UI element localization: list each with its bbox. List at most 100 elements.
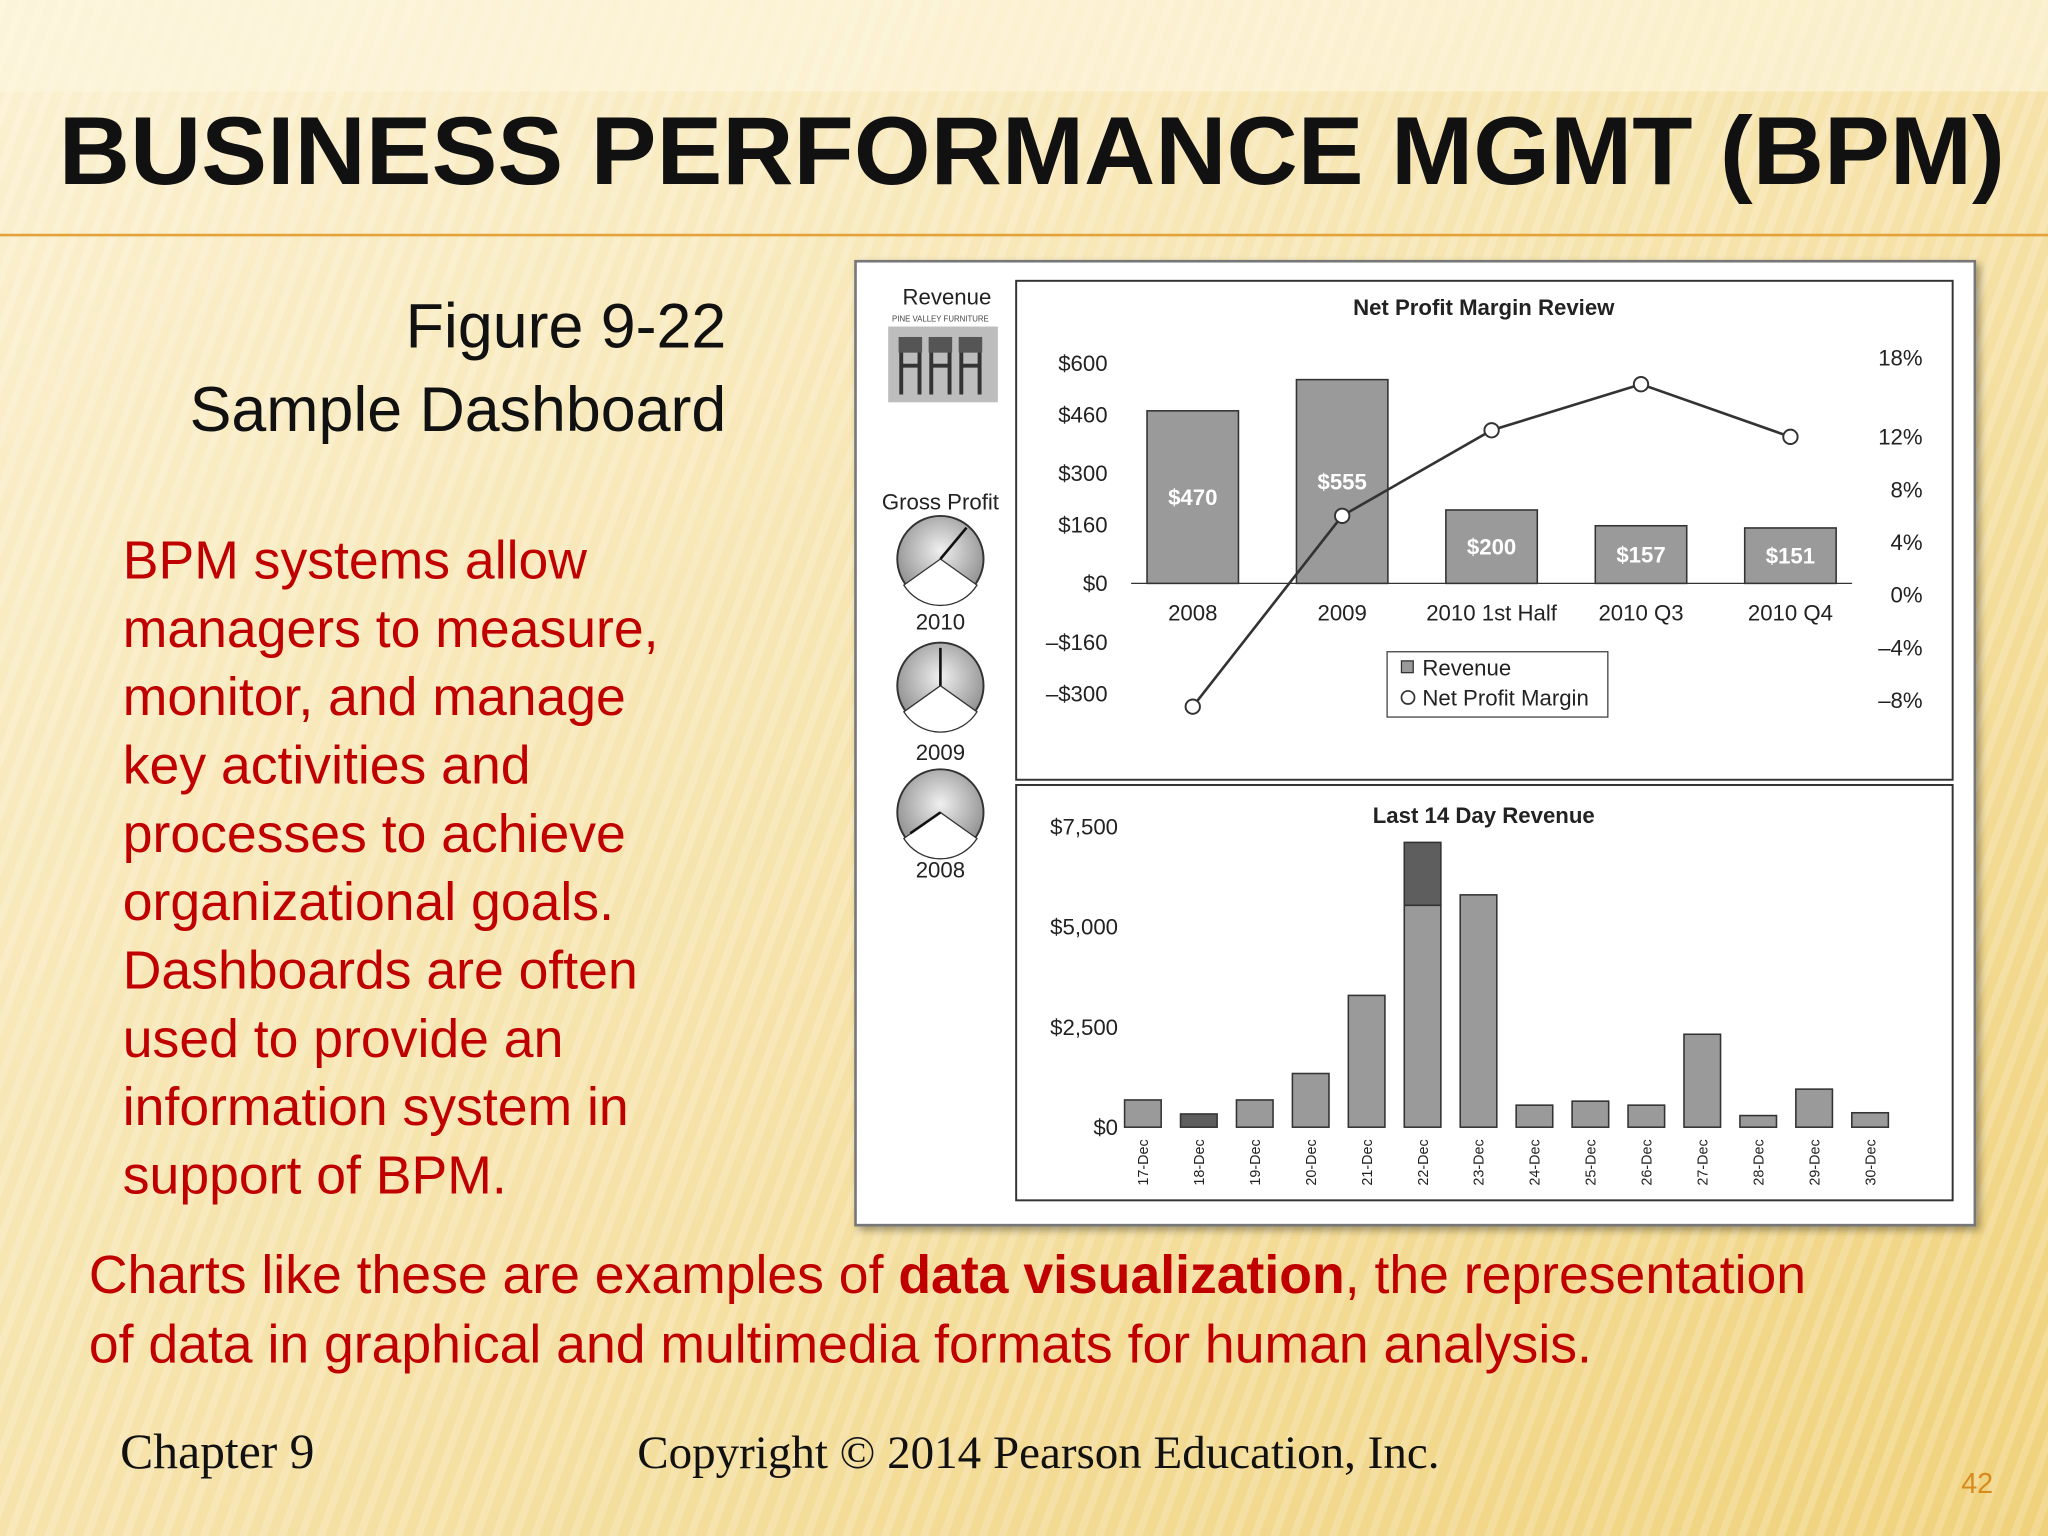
paragraph-line: BPM systems allow [123, 532, 587, 591]
paragraph-line: key activities and [123, 737, 531, 796]
data-label: $157 [1616, 542, 1665, 567]
line-marker [1334, 507, 1351, 524]
gross-profit-label: Gross Profit [882, 489, 999, 514]
x-tick-label: 28-Dec [1751, 1139, 1767, 1185]
bar [1459, 894, 1498, 1128]
chart-frame [1015, 279, 1954, 781]
x-tick-label: 2010 Q3 [1598, 600, 1683, 625]
x-tick-label: 25-Dec [1584, 1139, 1600, 1185]
gauge-label: 2008 [916, 858, 965, 883]
x-tick-label: 29-Dec [1807, 1139, 1823, 1185]
y-tick-label: $600 [1058, 351, 1107, 376]
chart-frame [1015, 784, 1954, 1202]
x-tick-label: 2009 [1317, 600, 1366, 625]
y-tick-label: –$300 [1046, 681, 1108, 706]
y2-tick-label: 18% [1878, 346, 1922, 371]
chart-title: Net Profit Margin Review [1353, 295, 1615, 320]
line-marker [1632, 376, 1650, 393]
paragraph-line: support of BPM. [123, 1146, 507, 1205]
slide-title: BUSINESS PERFORMANCE MGMT (BPM) [59, 98, 2005, 205]
bar [1627, 1104, 1666, 1128]
paragraph-line: information system in [123, 1078, 629, 1137]
x-tick-label: 26-Dec [1640, 1139, 1656, 1185]
gauge [896, 641, 985, 733]
legend-box [1386, 651, 1609, 718]
bar [1795, 1088, 1834, 1128]
legend-swatch [1400, 660, 1414, 674]
y2-tick-label: 8% [1891, 477, 1923, 502]
x-tick-label: 20-Dec [1304, 1139, 1320, 1185]
bar [1403, 841, 1442, 907]
y-tick-label: $5,000 [1050, 915, 1118, 940]
caption-text: of data in graphical and multimedia form… [89, 1315, 1592, 1374]
paragraph-line: organizational goals. [123, 873, 614, 932]
bar [1123, 1099, 1162, 1128]
x-tick-label: 21-Dec [1360, 1139, 1376, 1185]
footer-copyright: Copyright © 2014 Pearson Education, Inc. [637, 1427, 1439, 1479]
x-tick-label: 2008 [1168, 600, 1217, 625]
y2-tick-label: –8% [1878, 688, 1922, 713]
bar [1743, 527, 1837, 585]
bar [1347, 994, 1386, 1128]
bar [1739, 1114, 1778, 1128]
caption-text: , the representation [1345, 1246, 1806, 1305]
y-tick-label: $460 [1058, 402, 1107, 427]
y-tick-label: $0 [1093, 1115, 1118, 1140]
x-tick-label: 22-Dec [1416, 1139, 1432, 1185]
x-tick-label: 18-Dec [1192, 1139, 1208, 1185]
gauge [896, 514, 985, 607]
logo-text: PINE VALLEY FURNITURE [892, 314, 989, 323]
paragraph-line: Dashboards are often [123, 941, 638, 1000]
y-tick-label: $0 [1083, 571, 1108, 596]
paragraph-line: managers to measure, [123, 600, 659, 659]
bar [1851, 1111, 1890, 1128]
bar [1179, 1113, 1218, 1128]
y2-tick-label: –4% [1878, 635, 1922, 660]
x-tick-label: 19-Dec [1248, 1139, 1264, 1185]
paragraph: BPM systems allow managers to measure, mon… [123, 532, 659, 1206]
x-tick-label: 27-Dec [1695, 1139, 1711, 1185]
legend-label: Revenue [1422, 655, 1511, 680]
data-label: $555 [1317, 469, 1366, 494]
x-tick-label: 30-Dec [1863, 1139, 1879, 1185]
bar [1295, 378, 1389, 585]
x-tick-label: 24-Dec [1528, 1139, 1544, 1185]
bar [1403, 904, 1442, 1128]
legend-swatch [1400, 690, 1416, 705]
figure-caption: Sample Dashboard [190, 375, 727, 445]
gauge [896, 768, 985, 860]
data-label: $470 [1168, 485, 1217, 510]
y2-tick-label: 4% [1891, 530, 1923, 555]
x-tick-label: 2010 1st Half [1426, 600, 1558, 625]
caption-text: Charts like these are examples of [89, 1246, 899, 1305]
y2-tick-label: 12% [1878, 425, 1922, 450]
y-tick-label: $300 [1058, 461, 1107, 486]
bar [1515, 1104, 1554, 1128]
top-band [0, 0, 2048, 92]
caption-emphasis: data visualization [898, 1246, 1344, 1305]
legend-label: Net Profit Margin [1422, 685, 1588, 710]
caption-line: Charts like these are examples of data v… [89, 1246, 1806, 1305]
y-tick-label: $7,500 [1050, 815, 1118, 840]
line-marker [1184, 698, 1201, 715]
caption-line: of data in graphical and multimedia form… [89, 1315, 1592, 1374]
bar [1146, 410, 1240, 585]
x-tick-label: 17-Dec [1136, 1139, 1152, 1185]
gauge-label: 2009 [916, 740, 965, 765]
bar [1445, 509, 1539, 585]
y-tick-label: –$160 [1046, 630, 1108, 655]
x-tick-label: 23-Dec [1472, 1139, 1488, 1185]
line-marker [1782, 428, 1799, 446]
paragraph-line: monitor, and manage [123, 668, 626, 727]
bar [1683, 1033, 1722, 1128]
figure-number: Figure 9-22 [406, 291, 727, 361]
bar [1594, 524, 1688, 585]
footer-chapter: Chapter 9 [120, 1424, 314, 1479]
y-tick-label: $160 [1058, 512, 1107, 537]
logo-image [888, 326, 998, 403]
page-number: 42 [1961, 1468, 1993, 1500]
bar [1291, 1072, 1330, 1128]
x-tick-label: 2010 Q4 [1748, 600, 1833, 625]
